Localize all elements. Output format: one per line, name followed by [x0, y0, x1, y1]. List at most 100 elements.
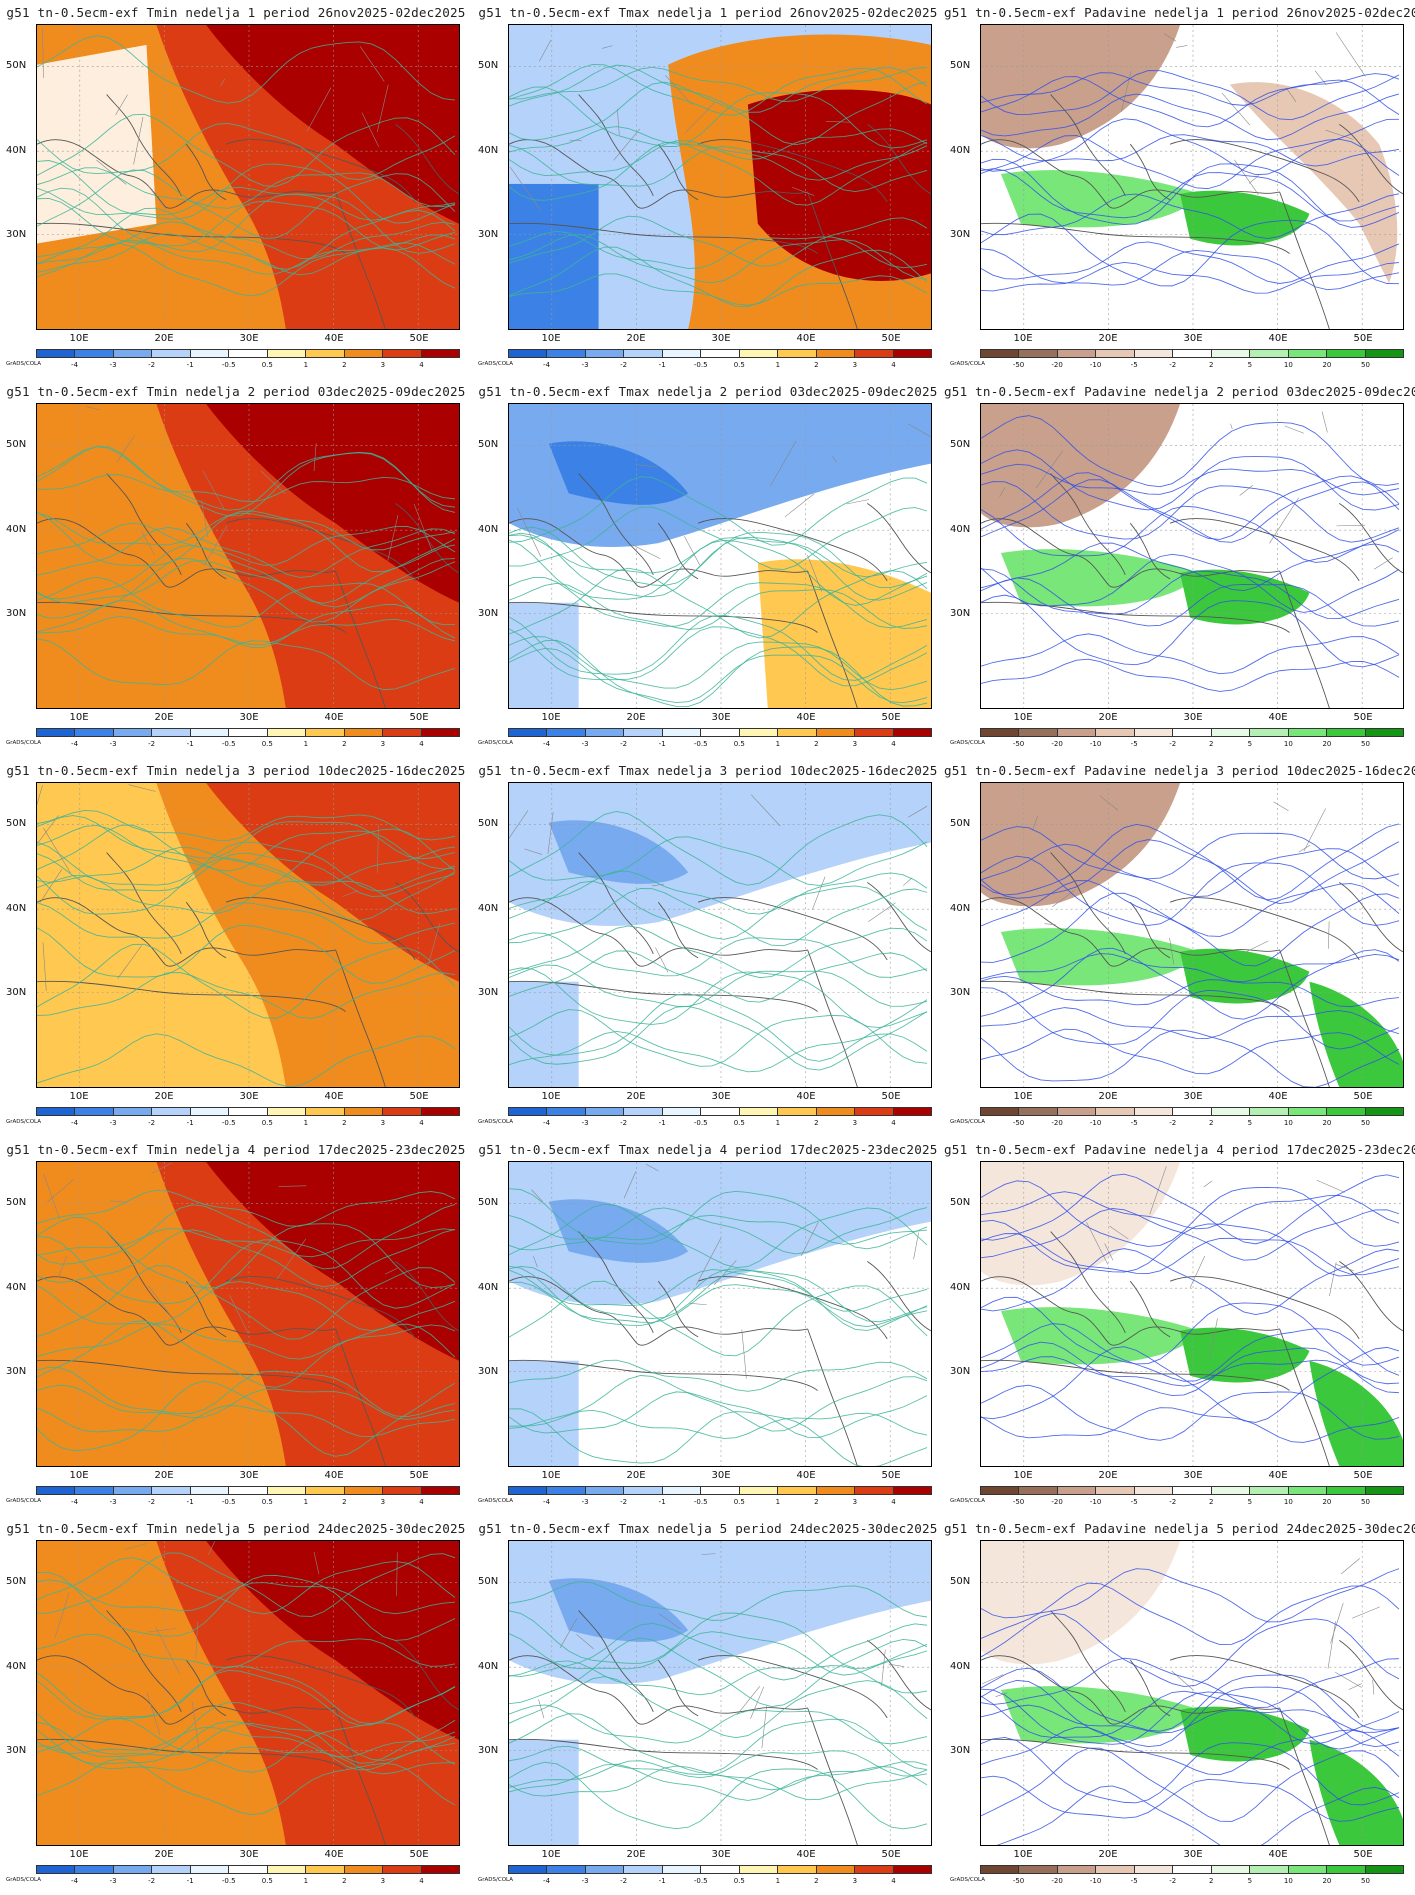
lat-label: 50N — [6, 60, 27, 71]
lat-label: 50N — [478, 1576, 499, 1587]
colorbar-swatch — [624, 729, 663, 736]
colorbar-swatch — [893, 1108, 931, 1115]
colorbar-swatch — [1288, 1866, 1328, 1873]
panel-r3-tmin: g51 tn-0.5ecm-exf Tmin nedelja 3 period … — [0, 758, 472, 1137]
colorbar-tick: -50 — [1012, 740, 1025, 748]
lon-label: 50E — [409, 712, 429, 723]
panel-r1-precip: g51 tn-0.5ecm-exf Padavine nedelja 1 per… — [944, 0, 1415, 379]
lat-label: 40N — [6, 1661, 27, 1672]
colorbar-swatch — [383, 1866, 422, 1873]
panel-r5-tmax: g51 tn-0.5ecm-exf Tmax nedelja 5 period … — [472, 1516, 944, 1895]
colorbar-swatch — [267, 1108, 307, 1115]
lon-label: 50E — [881, 1470, 901, 1481]
colorbar-swatch — [190, 1487, 230, 1494]
anomaly-map — [980, 403, 1404, 709]
lon-label: 50E — [409, 1849, 429, 1860]
contour-lines — [981, 823, 1400, 1087]
colorbar-tick: 10 — [1283, 1498, 1293, 1506]
lat-label: 40N — [950, 1282, 971, 1293]
shaded-field — [37, 783, 459, 1087]
lon-label: 50E — [1353, 333, 1373, 344]
colorbar-tick: 0.5 — [733, 361, 745, 369]
colorbar-tick: 4 — [419, 1877, 424, 1885]
coastlines — [981, 1166, 1403, 1466]
colorbar-tick: 2 — [1209, 740, 1214, 748]
colorbar-swatch — [1250, 1487, 1289, 1494]
map-title: g51 tn-0.5ecm-exf Tmax nedelja 2 period … — [478, 384, 938, 399]
colorbar-swatch — [1288, 1487, 1328, 1494]
panel-r4-tmax: g51 tn-0.5ecm-exf Tmax nedelja 4 period … — [472, 1137, 944, 1516]
anomaly-map — [980, 1161, 1404, 1467]
colorbar — [36, 1486, 460, 1495]
colorbar-swatch — [421, 1108, 459, 1115]
shaded-field — [37, 25, 459, 329]
colorbar-swatch — [1211, 729, 1251, 736]
colorbar-swatch — [152, 1108, 191, 1115]
colorbar-swatch — [113, 1108, 153, 1115]
colorbar-tick: -4 — [71, 740, 79, 748]
lon-label: 20E — [1098, 1849, 1118, 1860]
colorbar-swatch — [585, 729, 625, 736]
colorbar-tick: -10 — [1089, 1498, 1102, 1506]
colorbar-swatch — [75, 1108, 114, 1115]
graticule — [37, 1162, 459, 1466]
colorbar-swatch — [421, 350, 459, 357]
map-title: g51 tn-0.5ecm-exf Padavine nedelja 3 per… — [944, 763, 1415, 778]
colorbar-tick: 50 — [1360, 361, 1370, 369]
colorbar-swatch — [1365, 1866, 1403, 1873]
colorbar-swatch — [1057, 1108, 1097, 1115]
shaded-field — [509, 1541, 931, 1845]
colorbar-swatch — [778, 1108, 817, 1115]
colorbar-tick: 0.5 — [733, 740, 745, 748]
colorbar-swatch — [778, 1866, 817, 1873]
colorbar-swatch — [662, 1108, 702, 1115]
contour-lines — [37, 446, 456, 691]
lon-label: 30E — [711, 1849, 731, 1860]
lat-label: 40N — [478, 1661, 499, 1672]
colorbar-tick: -0.5 — [221, 740, 236, 748]
colorbar-swatch — [855, 1108, 894, 1115]
colorbar-tick: -3 — [581, 361, 589, 369]
credit-label: GrADS/COLA — [6, 1498, 41, 1504]
colorbar-swatch — [1057, 1487, 1097, 1494]
colorbar-tick: 1 — [303, 1877, 309, 1885]
colorbar-swatch — [739, 1108, 779, 1115]
lat-label: 30N — [6, 987, 27, 998]
map-title: g51 tn-0.5ecm-exf Padavine nedelja 1 per… — [944, 5, 1415, 20]
colorbar-tick: 4 — [419, 1119, 424, 1127]
map-title: g51 tn-0.5ecm-exf Padavine nedelja 4 per… — [944, 1142, 1415, 1157]
colorbar-swatch — [1019, 1108, 1058, 1115]
contour-lines — [509, 810, 928, 1073]
colorbar-swatch — [152, 1487, 191, 1494]
colorbar-swatch — [421, 1866, 459, 1873]
colorbar-tick: 2 — [342, 361, 347, 369]
colorbar-swatch — [1250, 350, 1289, 357]
colorbar-swatch — [1134, 729, 1174, 736]
lat-label: 30N — [950, 987, 971, 998]
credit-label: GrADS/COLA — [950, 1498, 985, 1504]
panel-r3-tmax: g51 tn-0.5ecm-exf Tmax nedelja 3 period … — [472, 758, 944, 1137]
map-title: g51 tn-0.5ecm-exf Padavine nedelja 5 per… — [944, 1521, 1415, 1536]
colorbar-tick: 1 — [303, 740, 309, 748]
lon-label: 10E — [541, 333, 561, 344]
colorbar-tick: -3 — [581, 1498, 589, 1506]
colorbar-tick: 0.5 — [261, 1877, 273, 1885]
lon-label: 40E — [796, 712, 816, 723]
colorbar-tick: 2 — [342, 1119, 347, 1127]
colorbar-tick: -50 — [1012, 1498, 1025, 1506]
colorbar-swatch — [229, 1866, 268, 1873]
colorbar-swatch — [1019, 1487, 1058, 1494]
credit-label: GrADS/COLA — [950, 361, 985, 367]
credit-label: GrADS/COLA — [950, 1119, 985, 1125]
colorbar-swatch — [739, 1487, 779, 1494]
colorbar-tick: 0.5 — [733, 1119, 745, 1127]
colorbar-swatch — [1134, 1866, 1174, 1873]
colorbar-swatch — [37, 1487, 76, 1494]
colorbar-swatch — [1173, 350, 1212, 357]
colorbar-swatch — [1096, 350, 1135, 357]
colorbar — [980, 1107, 1404, 1116]
lat-label: 40N — [950, 524, 971, 535]
lon-label: 20E — [1098, 1470, 1118, 1481]
colorbar-swatch — [739, 1866, 779, 1873]
coastlines — [509, 1163, 931, 1466]
